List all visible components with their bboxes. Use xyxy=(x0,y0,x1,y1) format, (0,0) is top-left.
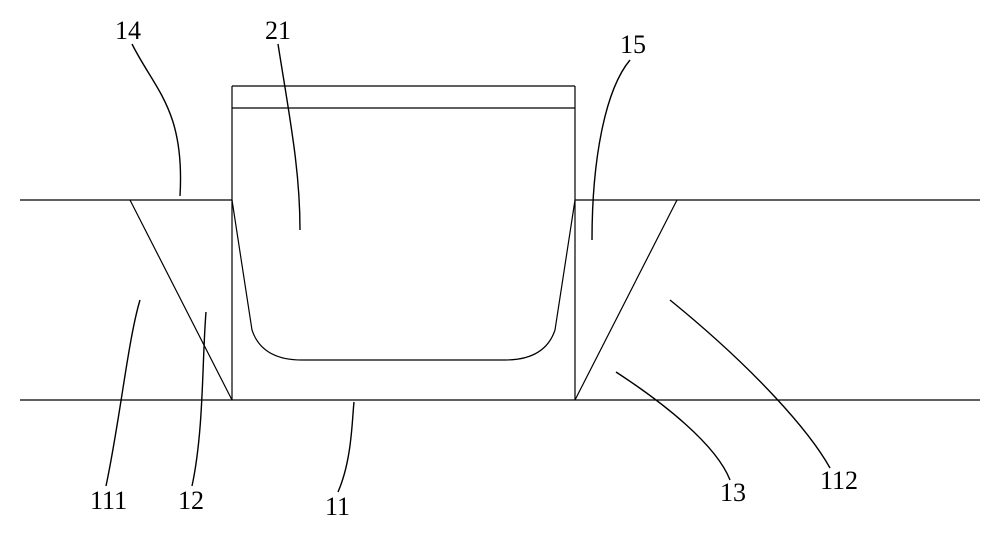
label-112: 112 xyxy=(820,466,858,496)
label-13: 13 xyxy=(720,478,746,508)
label-11: 11 xyxy=(325,492,350,522)
label-111: 111 xyxy=(90,486,127,516)
label-14: 14 xyxy=(115,16,141,46)
label-15: 15 xyxy=(620,30,646,60)
label-12: 12 xyxy=(178,486,204,516)
label-21: 21 xyxy=(265,16,291,46)
